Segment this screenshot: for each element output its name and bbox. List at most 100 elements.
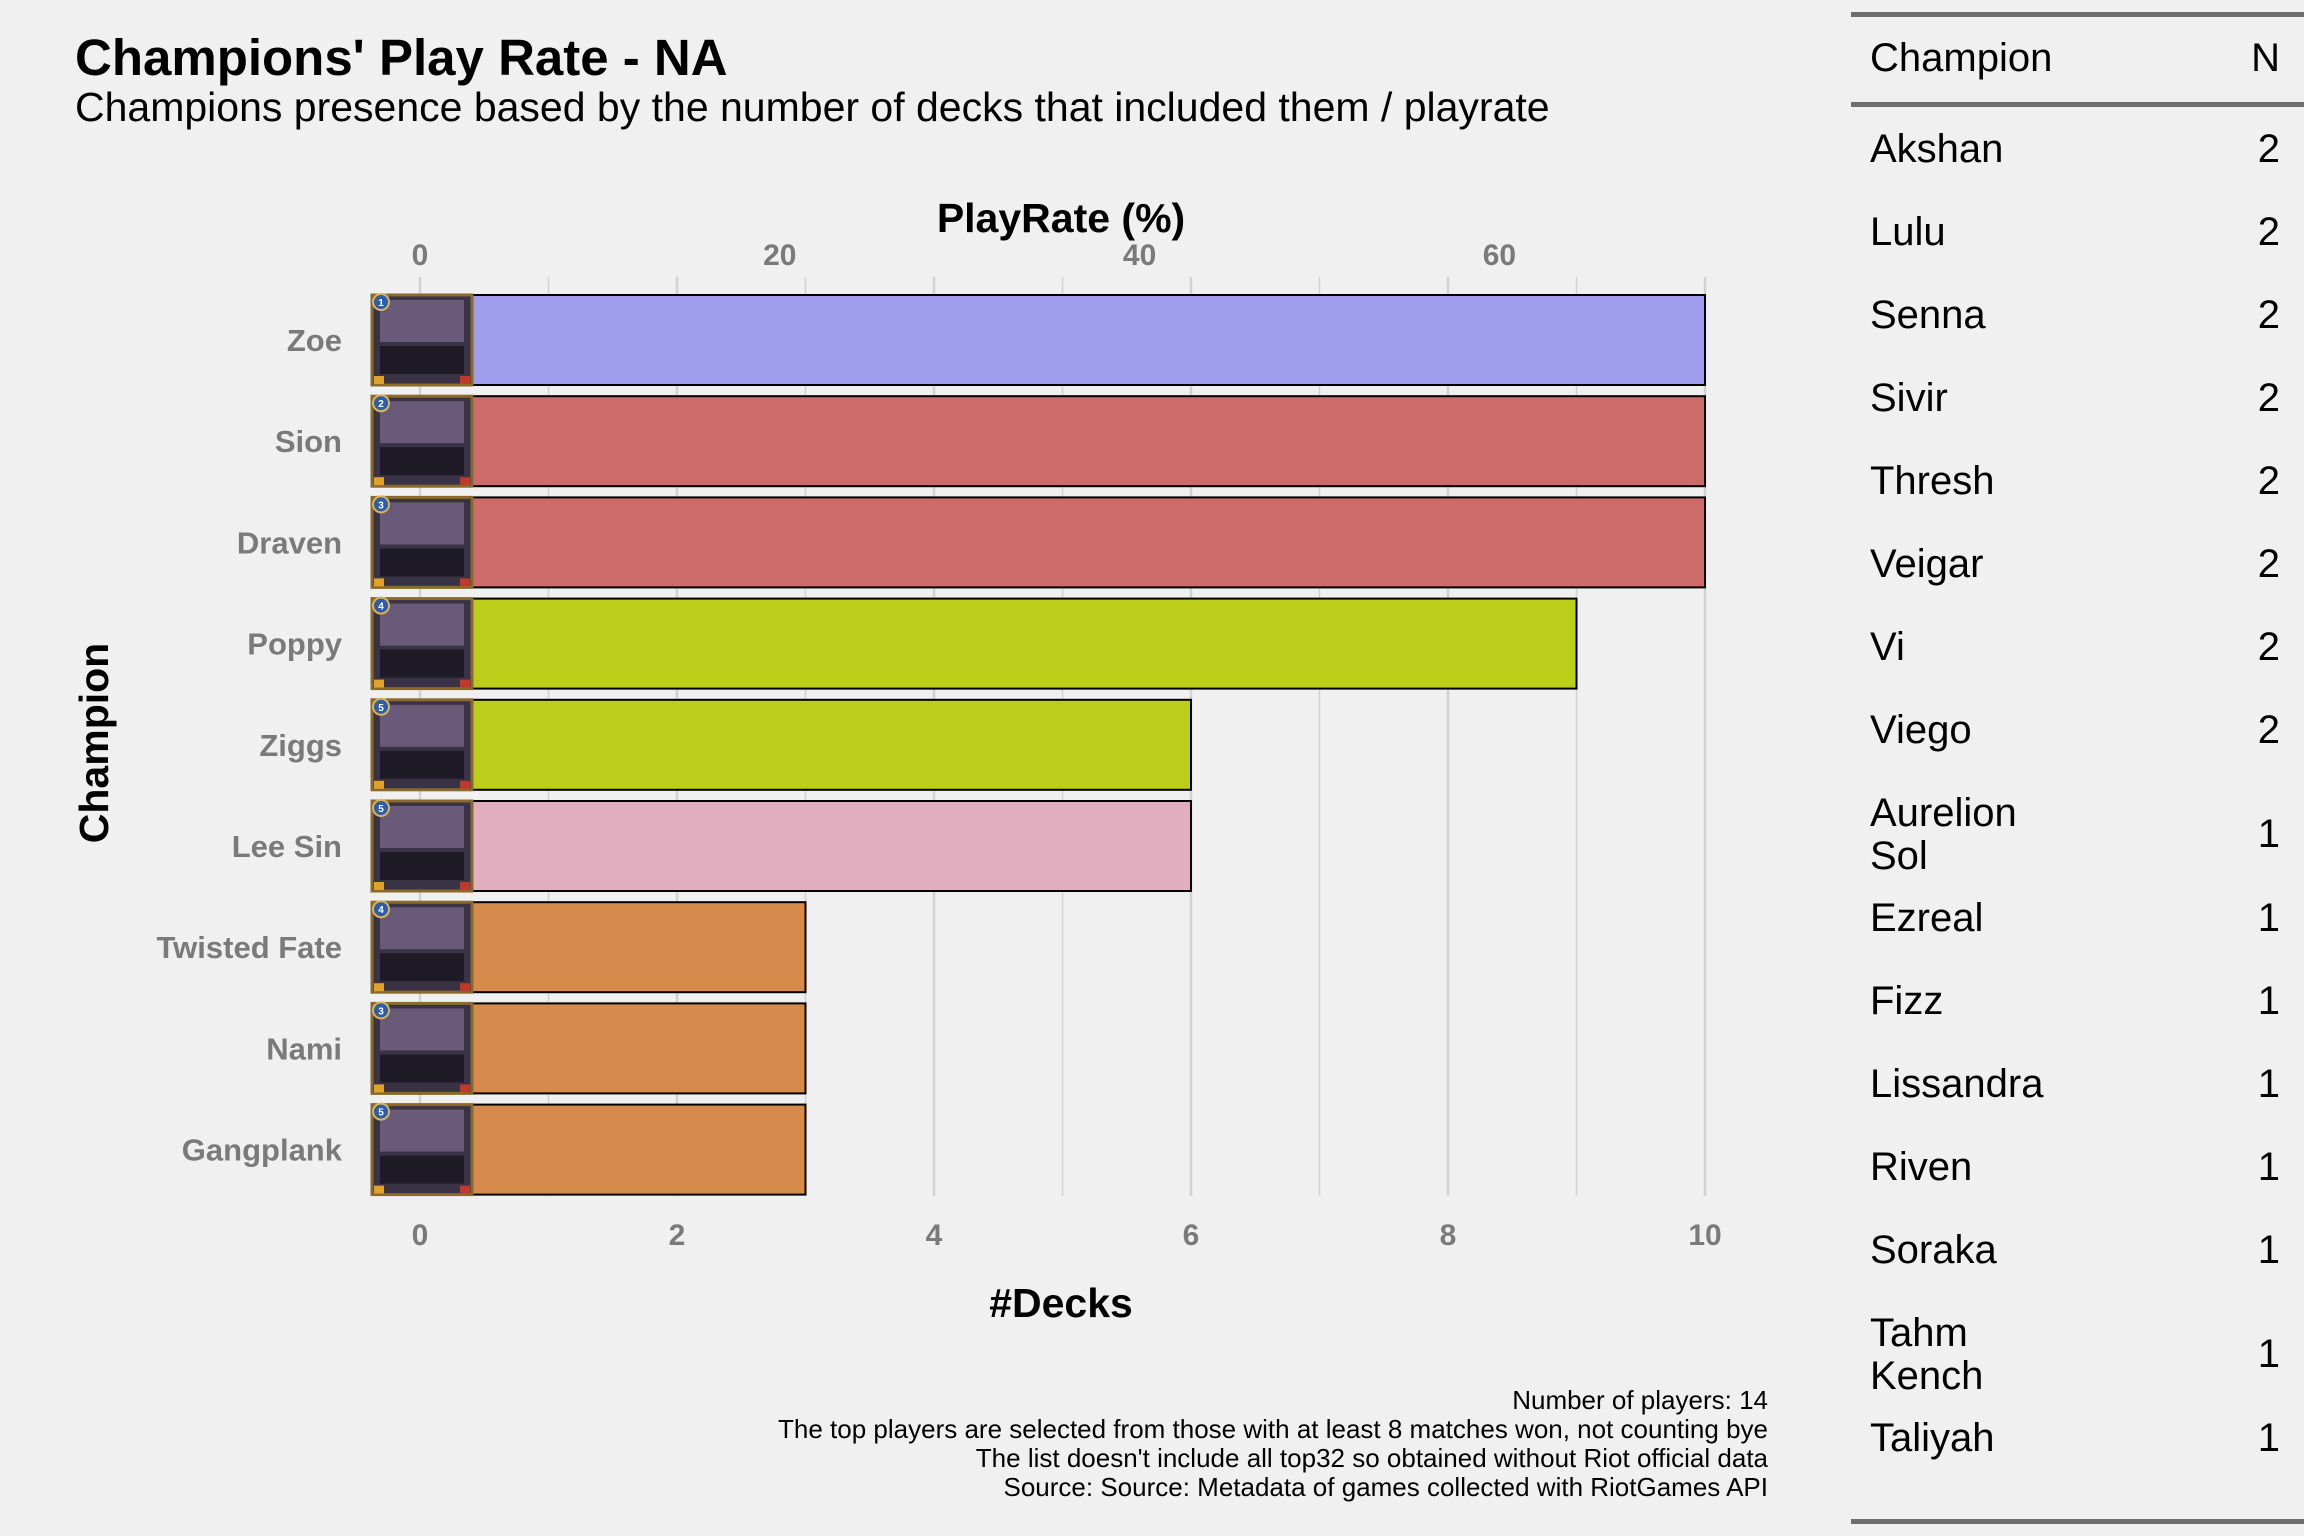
row-champion: Lulu (1870, 210, 1946, 254)
category-label: Nami (266, 1031, 342, 1066)
table-row: Soraka 1 (1870, 1229, 2280, 1312)
bar (419, 395, 1706, 488)
card-text-box (380, 447, 464, 476)
row-champion: Ezreal (1870, 896, 1984, 940)
card-text-box (380, 548, 464, 577)
table-row: Viego 2 (1870, 709, 2280, 792)
row-champion: Thresh (1870, 459, 1995, 503)
card-cost: 4 (378, 905, 384, 916)
card-health (460, 983, 470, 992)
row-count: 1 (2257, 1062, 2280, 1106)
row-count: 2 (2257, 708, 2280, 752)
card-health (460, 780, 470, 789)
card-art (380, 300, 464, 342)
table-header: Champion N (1870, 36, 2280, 86)
card-text-box (380, 852, 464, 880)
card-text-box (380, 953, 464, 982)
card-health (460, 477, 470, 486)
bar (419, 1103, 807, 1196)
plot-panel: Champions' Play Rate - NA Champions pres… (0, 0, 1846, 1536)
category-label: Ziggs (259, 728, 342, 763)
card-text-box (380, 750, 464, 779)
x2-tick-label: 60 (1483, 239, 1516, 272)
row-count: 2 (2257, 127, 2280, 171)
row-count: 2 (2257, 542, 2280, 586)
card-cost: 5 (378, 703, 384, 714)
champion-table: Champion N Akshan 2 Lulu 2 Senna 2 Sivir 2 Thres… (1846, 0, 2304, 1536)
card-health (460, 376, 470, 384)
x-axis-title: #Decks (989, 1280, 1133, 1326)
x-tick-label: 2 (669, 1219, 686, 1252)
bar (419, 496, 1706, 589)
card-cost-gem (372, 1001, 390, 1020)
y-axis-title: Champion (71, 643, 117, 843)
card-cost-gem (372, 394, 390, 413)
card-art (380, 907, 464, 950)
table-row: Sivir 2 (1870, 377, 2280, 460)
row-champion: Tahm Kench (1870, 1311, 1984, 1398)
bar (419, 698, 1192, 791)
card-art (380, 1109, 464, 1152)
row-champion: Veigar (1870, 542, 1984, 586)
chart-title: Champions' Play Rate - NA (75, 29, 728, 86)
card-cost-gem (372, 293, 390, 311)
row-count: 1 (2257, 812, 2280, 856)
champion-card-image: 1 (370, 293, 474, 387)
card-cost: 1 (378, 298, 384, 309)
table-row: Vi 2 (1870, 626, 2280, 709)
row-champion: Soraka (1870, 1228, 1997, 1272)
table-row: Akshan 2 (1870, 128, 2280, 211)
champion-card-image: 5 (370, 1102, 474, 1197)
x2-tick-label: 20 (763, 239, 796, 272)
card-text-box (380, 1155, 464, 1184)
card-cost: 4 (378, 602, 384, 613)
chart-subtitle: Champions presence based by the number o… (75, 84, 1550, 130)
card-health (460, 1084, 470, 1093)
row-count: 2 (2257, 376, 2280, 420)
row-champion: Aurelion Sol (1870, 791, 2017, 878)
caption-line: Number of players: 14 (1512, 1385, 1768, 1415)
champion-card-image: 3 (370, 495, 474, 589)
card-cost: 2 (378, 399, 384, 410)
category-label: Gangplank (182, 1133, 343, 1168)
table-bottom-rule (1851, 1519, 2304, 1524)
table-row: Veigar 2 (1870, 543, 2280, 626)
card-art (380, 502, 464, 545)
table-row: Lulu 2 (1870, 211, 2280, 294)
card-attack (374, 983, 384, 992)
card-cost-gem (372, 900, 390, 919)
x2-axis-title: PlayRate (%) (937, 195, 1185, 241)
card-cost-gem (372, 799, 390, 817)
x-tick-label: 10 (1688, 1219, 1721, 1252)
card-art (380, 401, 464, 444)
row-champion: Akshan (1870, 127, 2004, 171)
table-top-rule (1851, 12, 2304, 17)
caption-line: Source: Source: Metadata of games collec… (1003, 1472, 1769, 1502)
champion-card-image: 4 (370, 596, 474, 691)
row-count: 1 (2257, 1145, 2280, 1189)
card-cost: 3 (378, 500, 384, 511)
champion-card-image: 5 (370, 697, 474, 792)
card-text-box (380, 649, 464, 678)
row-champion: Vi (1870, 625, 1905, 669)
card-cost: 5 (378, 1108, 384, 1119)
category-label: Sion (275, 424, 342, 459)
card-attack (374, 477, 384, 486)
row-count: 2 (2257, 293, 2280, 337)
row-champion: Sivir (1870, 376, 1948, 420)
row-champion: Senna (1870, 293, 1986, 337)
card-attack (374, 780, 384, 789)
row-count: 2 (2257, 210, 2280, 254)
bar (419, 800, 1192, 892)
card-art (380, 704, 464, 747)
x2-tick-label: 40 (1123, 239, 1156, 272)
row-count: 1 (2257, 896, 2280, 940)
card-text-box (380, 1054, 464, 1083)
champion-card-image: 4 (370, 900, 474, 994)
x-tick-label: 0 (412, 1219, 429, 1252)
category-label: Poppy (247, 627, 342, 662)
card-health (460, 578, 470, 587)
row-count: 1 (2257, 1228, 2280, 1272)
bar (419, 294, 1706, 386)
row-count: 1 (2257, 1332, 2280, 1376)
